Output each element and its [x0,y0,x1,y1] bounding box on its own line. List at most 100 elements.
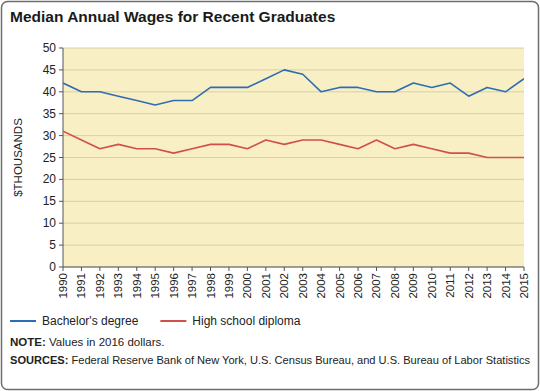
grid-line [63,223,524,224]
x-tick-label: 2004 [315,272,327,298]
x-tick-label: 2001 [260,273,272,299]
x-tick-label: 2013 [481,273,493,299]
x-tick [118,267,119,271]
x-tick-label: 2005 [334,273,346,299]
grid-line [63,69,524,70]
x-tick-label: 1999 [223,273,235,299]
x-tick [81,267,82,271]
y-tick [59,48,63,49]
x-tick [394,267,395,271]
x-tick [210,267,211,271]
x-tick [155,267,156,271]
x-tick [247,267,248,271]
x-tick-label: 2008 [389,273,401,299]
x-axis [63,267,524,268]
sources-body: Federal Reserve Bank of New York, U.S. C… [68,354,530,366]
x-tick-label: 2007 [370,273,382,299]
x-tick [487,267,488,271]
grid-line [63,267,524,268]
x-tick [524,267,525,271]
x-tick-label: 1998 [205,273,217,299]
y-tick-label: 40 [43,85,57,99]
x-tick-label: 1991 [75,273,87,299]
x-tick [192,267,193,271]
x-tick-label: 1996 [168,273,180,299]
legend-label: High school diploma [192,314,300,328]
legend-label: Bachelor's degree [42,314,139,328]
y-tick [59,267,63,268]
x-tick-label: 2002 [278,273,290,299]
x-tick-label: 2010 [426,273,438,299]
x-tick-label: 1995 [149,273,161,299]
sources-lead: SOURCES: [10,354,68,366]
grid-line [63,135,524,136]
grid-line [63,179,524,180]
y-tick [59,113,63,114]
y-tick [59,135,63,136]
x-tick-label: 2006 [352,273,364,299]
x-tick [321,267,322,271]
grid-line [63,201,524,202]
y-axis-label: $THOUSANDS [12,118,24,197]
x-tick-label: 2015 [518,273,530,299]
y-tick-label: 45 [43,63,57,77]
note-lead: NOTE: [10,336,46,348]
title: Median Annual Wages for Recent Graduates [10,8,335,25]
y-tick [59,201,63,202]
x-tick [173,267,174,271]
chart: Median Annual Wages for Recent Graduates… [0,0,540,391]
frame [2,2,539,390]
sources: SOURCES: Federal Reserve Bank of New Yor… [10,354,530,366]
note: NOTE: Values in 2016 dollars. [10,336,164,348]
y-tick [59,91,63,92]
x-tick [302,267,303,271]
y-tick [59,157,63,158]
y-tick-label: 30 [43,129,57,143]
x-tick-label: 2000 [241,273,253,299]
y-tick [59,179,63,180]
x-tick-label: 2009 [407,273,419,299]
x-tick [63,267,64,271]
y-tick-label: 50 [43,41,57,55]
legend-swatch [160,320,186,322]
y-tick-label: 0 [49,260,56,274]
y-axis [63,48,64,267]
x-tick-label: 1997 [186,273,198,299]
y-tick-label: 20 [43,172,57,186]
x-tick [468,267,469,271]
x-tick [376,267,377,271]
y-tick-label: 25 [43,151,57,165]
grid-line [63,157,524,158]
series-line [63,131,524,157]
grid-line [63,113,524,114]
x-tick-label: 2011 [444,273,456,298]
grid-line [63,48,524,49]
legend-swatch [10,320,36,322]
x-tick [265,267,266,271]
x-tick-label: 2003 [297,273,309,299]
x-tick [339,267,340,271]
y-tick [59,69,63,70]
x-tick [505,267,506,271]
series-line [63,70,524,105]
x-tick-label: 1992 [94,273,106,299]
series-group [63,70,524,158]
y-tick-label: 5 [49,238,56,252]
y-tick-label: 35 [43,107,57,121]
y-tick [59,223,63,224]
y-tick [59,245,63,246]
x-tick [99,267,100,271]
x-tick-label: 1993 [112,273,124,299]
x-tick [228,267,229,271]
y-tick-label: 15 [43,194,57,208]
x-tick [450,267,451,271]
x-tick [431,267,432,271]
grid-line [63,245,524,246]
grid-line [63,91,524,92]
x-tick [358,267,359,271]
x-tick [136,267,137,271]
x-tick [413,267,414,271]
x-tick-label: 1994 [131,272,143,298]
x-tick [284,267,285,271]
x-tick-label: 1990 [57,273,69,299]
